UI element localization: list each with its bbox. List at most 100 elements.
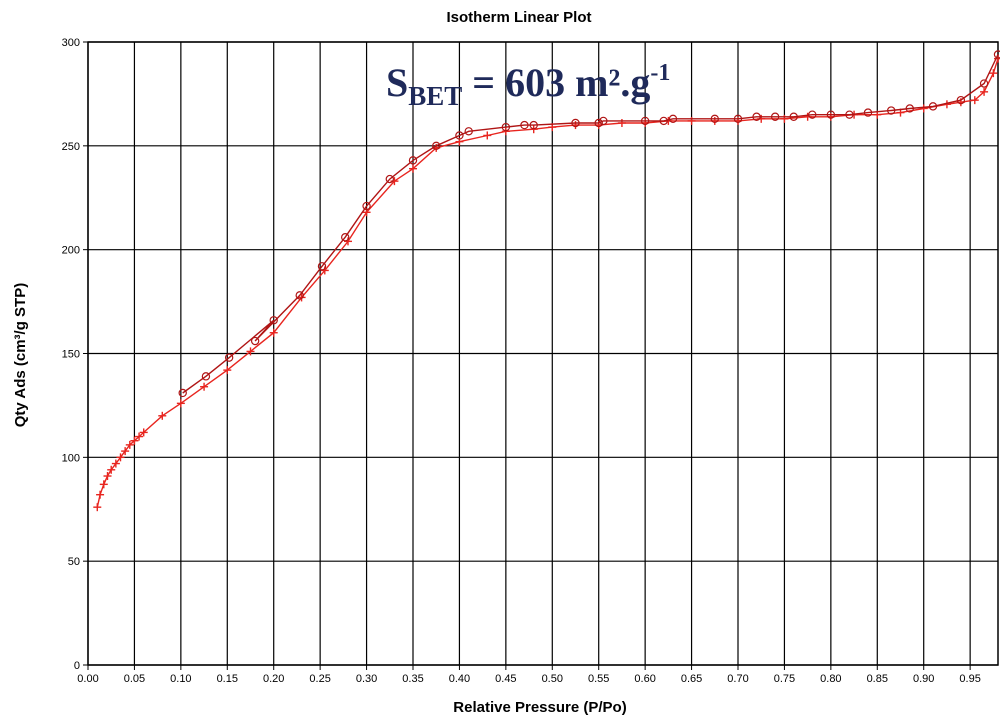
- data-point: [269, 316, 278, 325]
- data-point: [455, 131, 464, 140]
- data-point: [269, 328, 278, 337]
- x-axis: 0.00 0.05 0.10 0.15 0.20 0.25 0.30 0.35 0.40 0.45…: [77, 665, 981, 685]
- data-point: [125, 440, 134, 449]
- x-tick-label: 0.20: [263, 673, 284, 685]
- data-point: [224, 353, 234, 362]
- x-tick-label: 0.85: [867, 673, 888, 685]
- x-tick-label: 0.95: [959, 673, 980, 685]
- y-tick-label: 0: [74, 660, 80, 672]
- series-line: [96, 58, 999, 508]
- x-tick-label: 0.30: [356, 673, 377, 685]
- x-tick-label: 0.35: [402, 673, 423, 685]
- data-point: [432, 141, 441, 151]
- data-point: [863, 108, 873, 117]
- data-point: [789, 112, 798, 121]
- x-tick-label: 0.00: [77, 673, 98, 685]
- x-tick-label: 0.10: [170, 673, 191, 685]
- data-point: [121, 447, 130, 456]
- data-point: [780, 114, 789, 123]
- data-point: [201, 372, 211, 381]
- x-tick-label: 0.15: [217, 673, 238, 685]
- bet-surface-area-annotation: SBET = 603 m².g-1: [386, 60, 670, 111]
- data-point: [979, 79, 989, 88]
- x-tick-label: 0.80: [820, 673, 841, 685]
- x-tick-label: 0.60: [634, 673, 655, 685]
- annotation-subscript: BET: [408, 81, 462, 111]
- data-point: [99, 480, 108, 489]
- data-point: [250, 336, 260, 346]
- data-point: [599, 116, 608, 126]
- data-point: [464, 127, 473, 136]
- data-point: [770, 112, 780, 121]
- x-tick-label: 0.70: [727, 673, 748, 685]
- y-tick-label: 250: [62, 141, 80, 153]
- data-point: [529, 120, 538, 130]
- data-point: [111, 459, 120, 468]
- y-tick-label: 200: [62, 245, 80, 257]
- data-point: [845, 110, 854, 119]
- annotation-superscript: -1: [650, 60, 670, 86]
- data-point: [96, 490, 105, 499]
- data-point: [980, 87, 989, 96]
- data-point: [246, 347, 255, 356]
- data-point: [390, 177, 399, 186]
- data-point: [640, 116, 650, 126]
- x-tick-label: 0.90: [913, 673, 934, 685]
- data-point: [130, 436, 139, 445]
- series-layer: [93, 50, 1000, 512]
- annotation-rest: = 603 m².g: [462, 60, 650, 105]
- data-point: [483, 131, 492, 140]
- x-tick-label: 0.50: [542, 673, 563, 685]
- data-point: [295, 291, 304, 300]
- data-point: [989, 69, 998, 78]
- data-point: [176, 399, 185, 408]
- data-point: [594, 118, 603, 128]
- data-point: [928, 102, 938, 111]
- data-point: [826, 110, 836, 119]
- x-tick-label: 0.05: [124, 673, 145, 685]
- data-point: [341, 233, 350, 242]
- data-point: [808, 110, 817, 119]
- data-point: [887, 106, 896, 115]
- data-point: [659, 116, 668, 126]
- data-point: [919, 104, 928, 113]
- y-axis-label: Qty Ads (cm³/g STP): [12, 283, 29, 427]
- data-point: [520, 120, 529, 130]
- series-desorption: [178, 50, 1000, 398]
- data-point: [752, 112, 761, 121]
- data-point: [733, 114, 743, 124]
- data-point: [617, 118, 626, 127]
- data-point: [200, 382, 209, 391]
- data-point: [385, 174, 394, 184]
- data-point: [103, 472, 112, 481]
- data-point: [757, 114, 766, 123]
- x-tick-label: 0.55: [588, 673, 609, 685]
- data-point: [668, 114, 678, 124]
- data-point: [362, 201, 371, 211]
- data-point: [297, 293, 306, 302]
- chart-title: Isotherm Linear Plot: [446, 9, 591, 26]
- y-axis: 0 50 100 150 200 250 300: [62, 37, 88, 672]
- data-point: [135, 432, 144, 441]
- data-point: [116, 453, 125, 462]
- data-point: [956, 95, 966, 105]
- y-tick-label: 50: [68, 556, 80, 568]
- x-tick-label: 0.45: [495, 673, 516, 685]
- grid: [87, 41, 998, 666]
- annotation-main: S: [386, 60, 408, 105]
- data-point: [408, 156, 418, 165]
- data-point: [409, 164, 417, 173]
- data-point: [139, 428, 148, 437]
- x-tick-label: 0.75: [774, 673, 795, 685]
- data-point: [905, 104, 914, 113]
- y-tick-label: 100: [62, 452, 80, 464]
- x-tick-label: 0.25: [309, 673, 330, 685]
- data-point: [571, 118, 580, 128]
- data-point: [178, 388, 187, 398]
- x-tick-label: 0.65: [681, 673, 702, 685]
- y-tick-label: 150: [62, 349, 80, 361]
- data-point: [317, 262, 327, 271]
- data-point: [107, 465, 116, 474]
- data-point: [710, 114, 719, 124]
